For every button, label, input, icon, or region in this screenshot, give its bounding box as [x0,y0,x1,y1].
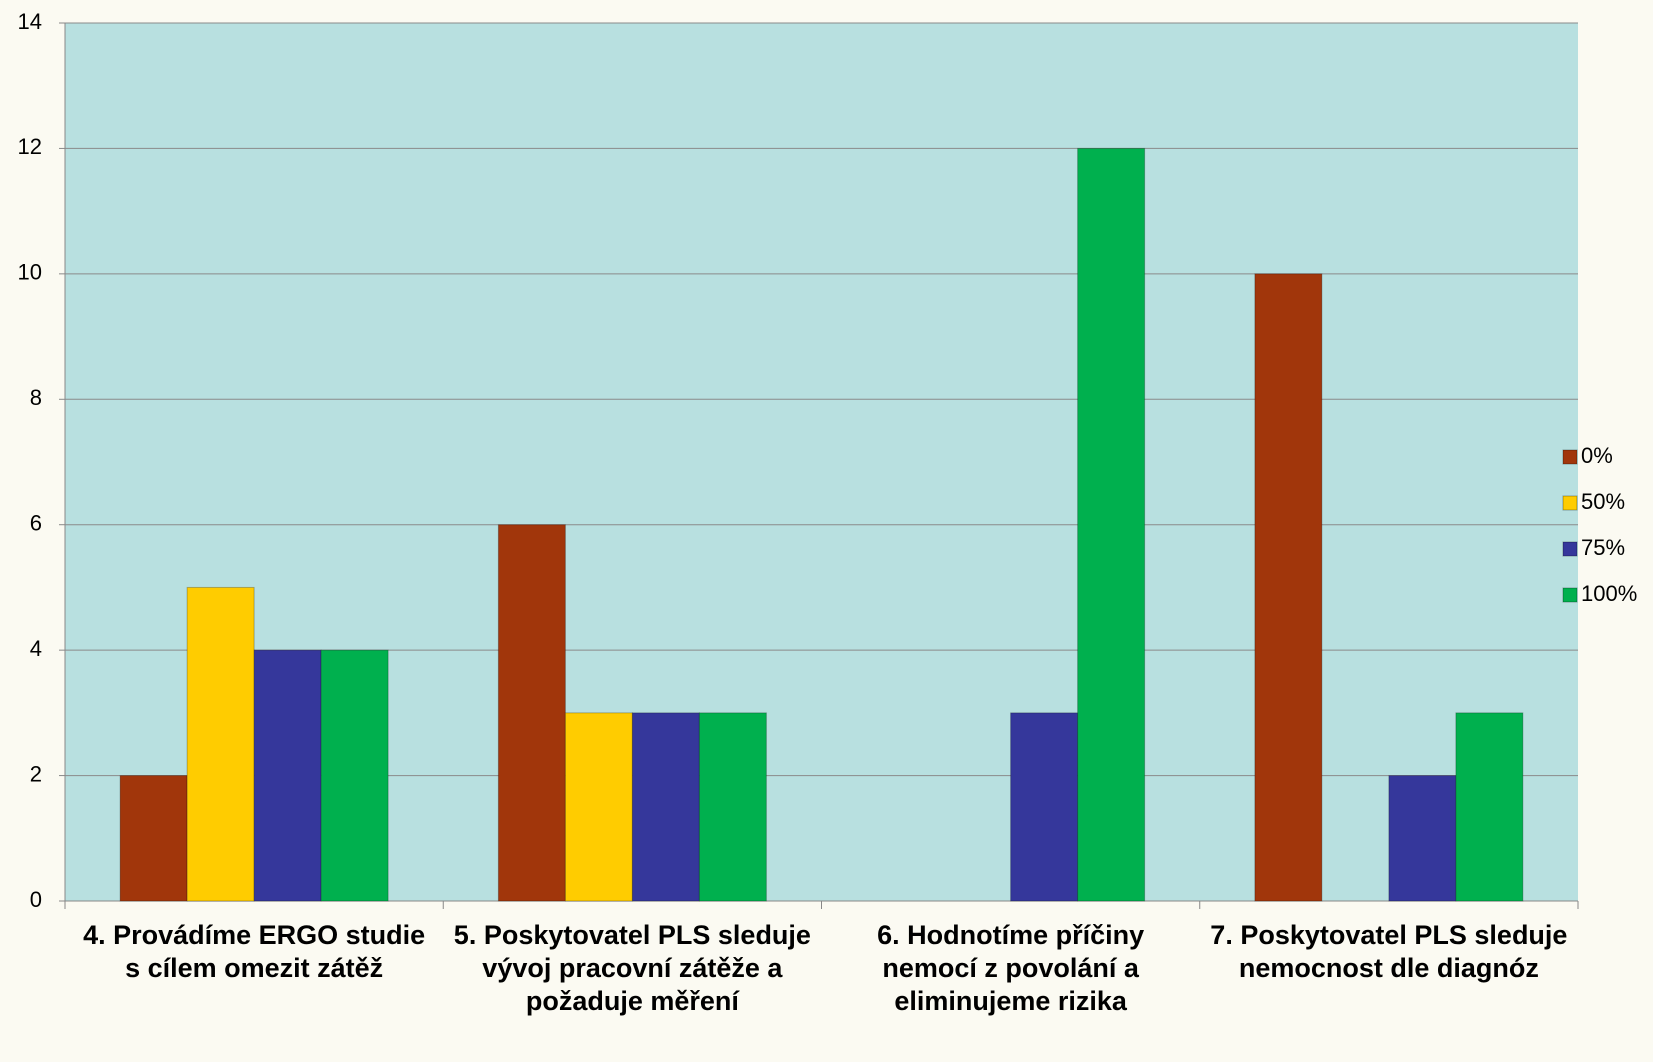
bar [320,649,389,902]
bar [1010,712,1079,902]
bar [1254,273,1323,902]
y-tick-label: 0 [30,887,42,912]
legend-swatch [1562,495,1578,511]
bar [186,586,255,902]
bar [253,649,322,902]
y-tick-label: 2 [30,761,42,786]
y-tick-label: 4 [30,636,42,661]
y-tick-label: 12 [18,134,42,159]
bar [698,712,767,902]
bar [119,775,188,902]
legend-swatch [1562,449,1578,465]
y-tick-label: 10 [18,260,42,285]
legend-swatch [1562,541,1578,557]
legend-label: 0% [1581,443,1613,468]
x-tick-label: 6. Hodnotíme příčiny nemocí z povolání a… [877,920,1145,1016]
y-tick-label: 6 [30,511,42,536]
bar [1455,712,1524,902]
y-tick-label: 14 [18,9,42,34]
bar [564,712,633,902]
x-tick-label: 7. Poskytovatel PLS sleduje nemocnost dl… [1210,920,1568,983]
y-tick-label: 8 [30,385,42,410]
x-tick-label: 5. Poskytovatel PLS sleduje vývoj pracov… [453,920,811,1016]
legend-swatch [1562,587,1578,603]
x-tick-label: 4. Provádíme ERGO studie s cílem omezit … [83,920,426,983]
bar [1077,147,1146,902]
bar [631,712,700,902]
legend-label: 75% [1581,535,1625,560]
bar [1388,775,1457,902]
legend-label: 100% [1581,581,1637,606]
legend-label: 50% [1581,489,1625,514]
bar [497,524,566,902]
